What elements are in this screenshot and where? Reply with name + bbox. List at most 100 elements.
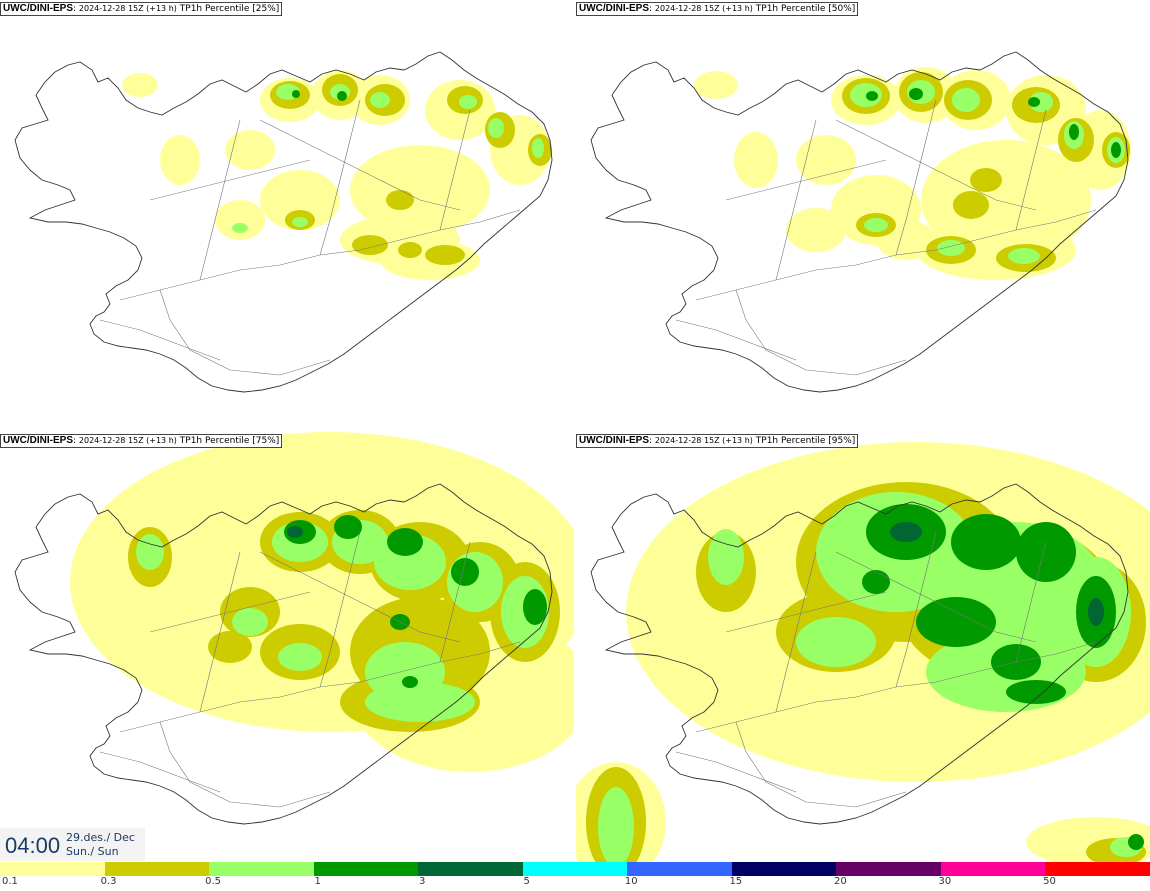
precip-area (532, 138, 544, 158)
precip-area (365, 682, 475, 722)
legend-tick-label: 15 (729, 876, 743, 887)
precip-field (70, 432, 574, 772)
model-name: UWC/DINI-EPS (3, 435, 73, 446)
parameter: TP1h Percentile [75%] (179, 436, 280, 446)
precip-area (292, 90, 300, 98)
road-line (835, 119, 1037, 211)
legend-tick-label: 30 (938, 876, 952, 887)
precip-area (1006, 680, 1066, 704)
road-line (735, 289, 907, 376)
legend-tick-label: 50 (1043, 876, 1056, 887)
legend-tick-label: 0.5 (205, 876, 222, 887)
precip-area (122, 73, 158, 97)
coastline (590, 483, 1129, 825)
precip-area (890, 522, 922, 542)
road-line (259, 551, 461, 643)
road-line (725, 159, 887, 201)
precip-area (916, 597, 996, 647)
precip-area (796, 135, 856, 185)
coastline (590, 51, 1129, 393)
precip-area (292, 217, 308, 227)
road-line (775, 119, 817, 281)
parameter: TP1h Percentile [95%] (755, 436, 856, 446)
legend-tick-label: 10 (624, 876, 638, 887)
precip-area (337, 91, 347, 101)
road-line (259, 119, 461, 211)
panel-title: UWC/DINI-EPS: 2024-12-28 15Z (+13 h) TP1… (576, 434, 859, 448)
precip-area (370, 92, 390, 108)
precip-area (909, 88, 923, 100)
road-line (149, 591, 311, 633)
run-time: 2024-12-28 15Z (+13 h) (654, 4, 753, 13)
legend-swatch (313, 862, 419, 876)
precip-area (208, 631, 252, 663)
valid-time: 04:00 (5, 833, 61, 858)
road-line (99, 319, 221, 361)
color-legend: 0.1 0.3 0.5 1 3 5 10 15 20 30 50 (0, 862, 1150, 891)
precip-area (796, 617, 876, 667)
precip-area (523, 589, 547, 625)
precip-area (951, 514, 1021, 570)
road-line (725, 591, 887, 633)
precip-area (215, 200, 265, 240)
precip-area (398, 242, 422, 258)
precip-map (576, 442, 1150, 862)
road-line (895, 99, 937, 256)
precip-area (708, 529, 744, 585)
precip-area (1111, 142, 1121, 158)
precip-area (866, 91, 878, 101)
precip-area (386, 190, 414, 210)
precip-area (136, 534, 164, 570)
precip-area (334, 515, 362, 539)
legend-swatch (836, 862, 941, 876)
legend-swatch (522, 862, 628, 876)
valid-date: 29.des./ Dec Sun./ Sun (66, 831, 135, 859)
panel-title: UWC/DINI-EPS: 2024-12-28 15Z (+13 h) TP1… (576, 2, 859, 16)
precip-area (425, 245, 465, 265)
map-panel-p50: UWC/DINI-EPS: 2024-12-28 15Z (+13 h) TP1… (576, 0, 1150, 430)
precip-area (850, 83, 882, 107)
road-line (199, 551, 241, 713)
precip-area (862, 570, 890, 594)
parameter: TP1h Percentile [25%] (179, 4, 280, 14)
run-time: 2024-12-28 15Z (+13 h) (78, 4, 177, 13)
road-line (439, 541, 471, 663)
precip-area (953, 191, 989, 219)
legend-swatch (0, 862, 105, 876)
precip-area (937, 240, 965, 256)
panel-title: UWC/DINI-EPS: 2024-12-28 15Z (+13 h) TP1… (0, 2, 283, 16)
legend-tick-label: 20 (833, 876, 847, 887)
model-name: UWC/DINI-EPS (3, 3, 73, 14)
road-line (775, 551, 817, 713)
road-line (159, 721, 331, 808)
legend-color-bar (0, 862, 1150, 876)
legend-swatch (940, 862, 1046, 876)
legend-tick-label: 0.3 (100, 876, 117, 887)
precip-area (225, 130, 275, 170)
valid-time-box: 04:00 29.des./ Dec Sun./ Sun (0, 828, 145, 861)
precip-area (1028, 97, 1040, 107)
precip-field (576, 442, 1150, 862)
road-line (319, 531, 361, 688)
parameter: TP1h Percentile [50%] (755, 4, 856, 14)
day-label: Sun./ Sun (66, 845, 119, 858)
run-time: 2024-12-28 15Z (+13 h) (78, 436, 177, 445)
legend-tick-label: 3 (418, 876, 426, 887)
precip-map (590, 51, 1131, 393)
precip-area (459, 95, 477, 109)
precip-area (1128, 834, 1144, 850)
legend-tick-label: 0.1 (2, 876, 18, 887)
map-panel-p75: UWC/DINI-EPS: 2024-12-28 15Z (+13 h) TP1… (0, 432, 574, 862)
precip-area (232, 223, 248, 233)
coastline (14, 483, 553, 825)
precip-area (488, 118, 504, 138)
precip-area (352, 235, 388, 255)
legend-swatch (1045, 862, 1150, 876)
precip-area (451, 558, 479, 586)
precip-area (232, 608, 268, 636)
legend-swatch (418, 862, 523, 876)
panel-title: UWC/DINI-EPS: 2024-12-28 15Z (+13 h) TP1… (0, 434, 283, 448)
precip-area (1016, 522, 1076, 582)
legend-tick-label: 1 (314, 876, 321, 887)
road-line (835, 551, 1037, 643)
